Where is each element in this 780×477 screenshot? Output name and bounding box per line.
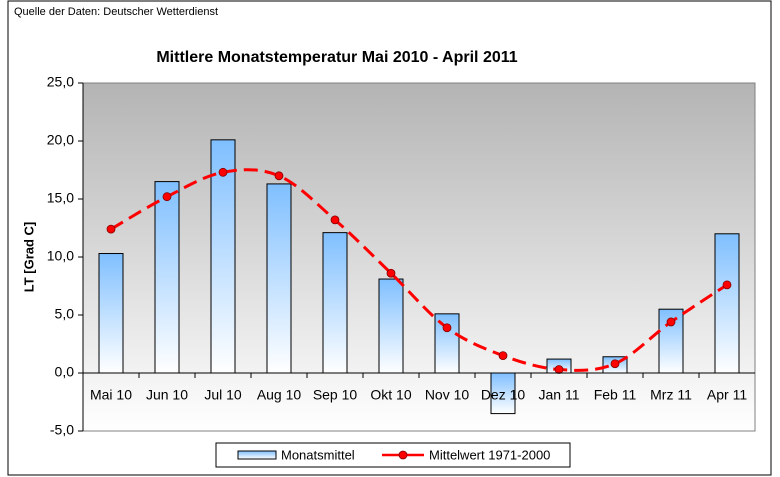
line-point <box>722 280 732 290</box>
legend-label: Monatsmittel <box>281 447 355 462</box>
bar <box>434 313 460 374</box>
line-point <box>610 359 620 369</box>
line-point <box>274 171 284 181</box>
line-point <box>106 224 116 234</box>
x-tick-label: Aug 10 <box>257 387 302 403</box>
line-point <box>330 215 340 225</box>
x-tick-label: Mrz 11 <box>650 387 692 403</box>
y-tick-label: 10,0 <box>47 248 74 264</box>
x-tick-label: Jul 10 <box>204 387 242 403</box>
y-tick-label: 5,0 <box>55 306 75 322</box>
x-tick-label: Dez 10 <box>481 387 526 403</box>
x-tick-label: Okt 10 <box>370 387 411 403</box>
line-point <box>498 351 508 361</box>
y-tick-label: -5,0 <box>50 422 74 438</box>
x-tick-label: Apr 11 <box>707 387 747 403</box>
line-point <box>554 365 564 374</box>
legend-swatch <box>237 450 277 460</box>
y-tick-label: 15,0 <box>47 190 74 206</box>
bar <box>266 183 292 374</box>
bar <box>98 253 124 374</box>
y-tick-label: 25,0 <box>47 74 74 90</box>
bar <box>714 233 740 374</box>
chart-title: Mittlere Monatstemperatur Mai 2010 - Apr… <box>156 49 517 66</box>
line-point <box>386 268 396 278</box>
legend-label: Mittelwert 1971-2000 <box>429 447 550 462</box>
x-tick-label: Sep 10 <box>313 387 358 403</box>
y-axis-label: LT [Grad C] <box>21 222 36 293</box>
bar <box>490 372 516 415</box>
x-tick-label: Jun 10 <box>146 387 188 403</box>
line-point <box>666 317 676 327</box>
plot-area <box>82 82 756 432</box>
y-tick-label: 20,0 <box>47 132 74 148</box>
line <box>110 168 728 372</box>
x-tick-label: Feb 11 <box>594 387 637 403</box>
legend-swatch <box>398 450 408 460</box>
x-tick-label: Nov 10 <box>425 387 470 403</box>
x-tick-label: Jan 11 <box>539 387 580 403</box>
bar <box>322 232 348 374</box>
bar <box>378 278 404 374</box>
bar <box>210 139 236 374</box>
x-tick-label: Mai 10 <box>90 387 132 403</box>
line-point <box>218 167 228 177</box>
source: Quelle der Daten: Deutscher Wetterdienst <box>14 6 218 18</box>
bar <box>154 181 180 374</box>
y-tick-label: 0,0 <box>55 364 75 380</box>
line-point <box>442 323 452 333</box>
line-point <box>162 192 172 202</box>
